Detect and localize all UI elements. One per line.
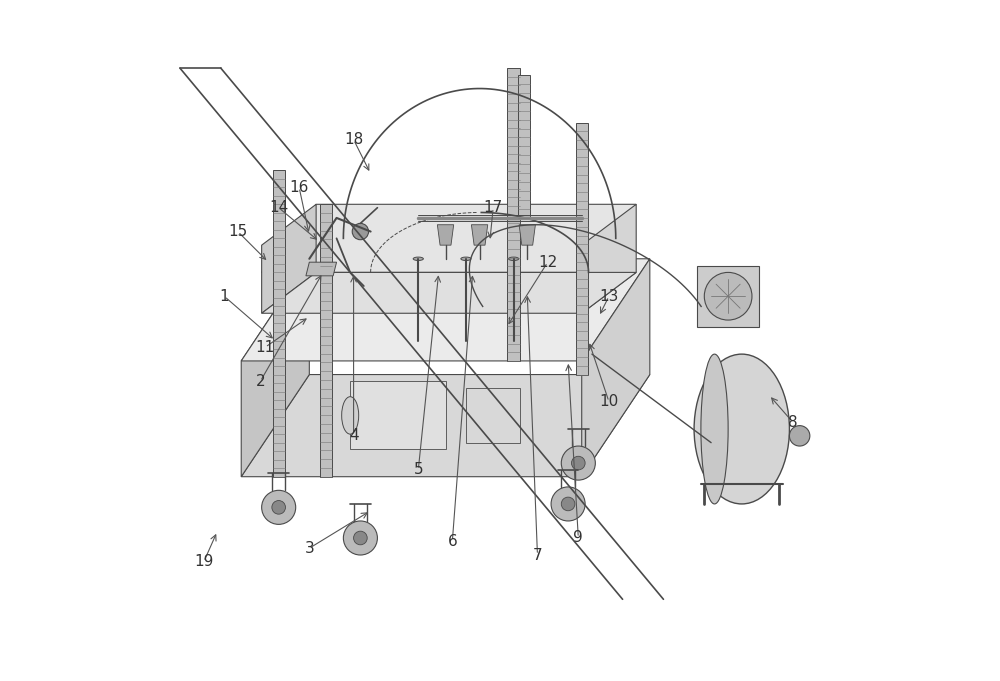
Text: 15: 15 xyxy=(228,224,247,239)
Text: 9: 9 xyxy=(573,530,583,545)
Text: 14: 14 xyxy=(269,200,288,215)
Polygon shape xyxy=(273,170,285,477)
FancyBboxPatch shape xyxy=(697,266,759,327)
Text: 8: 8 xyxy=(788,415,798,430)
Text: 7: 7 xyxy=(533,548,542,563)
Polygon shape xyxy=(466,388,520,443)
Text: 1: 1 xyxy=(219,289,229,304)
Circle shape xyxy=(262,490,296,524)
Polygon shape xyxy=(241,259,309,477)
Text: 16: 16 xyxy=(289,180,309,195)
Text: 2: 2 xyxy=(255,374,265,389)
Polygon shape xyxy=(306,262,337,276)
Circle shape xyxy=(561,446,595,480)
Ellipse shape xyxy=(509,257,519,261)
Text: 6: 6 xyxy=(447,534,457,549)
Polygon shape xyxy=(262,272,636,313)
Text: 17: 17 xyxy=(484,200,503,215)
Text: 12: 12 xyxy=(538,255,557,270)
Circle shape xyxy=(551,487,585,521)
Ellipse shape xyxy=(701,354,728,504)
Ellipse shape xyxy=(694,354,789,504)
Polygon shape xyxy=(262,204,316,313)
Text: 13: 13 xyxy=(599,289,619,304)
Polygon shape xyxy=(262,204,636,272)
Text: 4: 4 xyxy=(349,428,358,443)
Text: 19: 19 xyxy=(194,554,213,569)
Circle shape xyxy=(343,521,377,555)
Polygon shape xyxy=(241,375,650,477)
Polygon shape xyxy=(437,225,454,245)
Circle shape xyxy=(354,531,367,545)
Circle shape xyxy=(704,272,752,320)
Circle shape xyxy=(789,426,810,446)
Text: 11: 11 xyxy=(255,340,275,355)
Polygon shape xyxy=(320,204,332,477)
Polygon shape xyxy=(350,381,446,449)
Polygon shape xyxy=(576,123,588,375)
Polygon shape xyxy=(582,259,650,477)
Text: 18: 18 xyxy=(344,132,363,147)
Polygon shape xyxy=(518,75,530,218)
Circle shape xyxy=(561,497,575,511)
Polygon shape xyxy=(519,225,535,245)
Text: 5: 5 xyxy=(413,462,423,477)
Ellipse shape xyxy=(342,396,359,434)
Polygon shape xyxy=(507,68,520,361)
Circle shape xyxy=(352,223,369,240)
Ellipse shape xyxy=(461,257,471,261)
Ellipse shape xyxy=(413,257,423,261)
Circle shape xyxy=(572,456,585,470)
Text: 10: 10 xyxy=(599,394,619,409)
Polygon shape xyxy=(241,259,650,361)
Circle shape xyxy=(272,501,285,514)
Polygon shape xyxy=(582,204,636,313)
Polygon shape xyxy=(471,225,488,245)
Text: 3: 3 xyxy=(304,541,314,556)
